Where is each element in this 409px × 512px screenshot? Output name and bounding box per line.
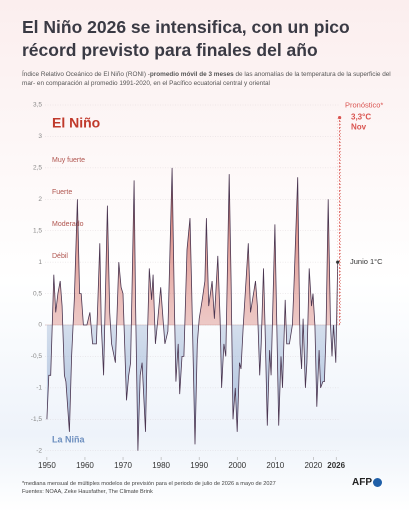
- x-tick-label: 1980: [152, 461, 170, 470]
- forecast-band: [337, 117, 342, 325]
- x-tick-label: 2000: [228, 461, 246, 470]
- el-nino-label: El Niño: [52, 115, 100, 131]
- area-negative: [46, 325, 338, 451]
- subtitle-part: promedio móvil de 3 meses: [149, 71, 234, 78]
- x-tick-label: 1970: [114, 461, 132, 470]
- forecast-name: Pronóstico*: [345, 101, 383, 110]
- y-tick-label: -1: [36, 385, 42, 392]
- chart: -2 -1,5 -1 -0,5 0 0,5 1 1,5 2 2,5 3 3,5 1950 1960 1970…: [31, 101, 384, 471]
- forecast-june-label: Junio 1°C: [350, 257, 383, 266]
- strength-label: Fuerte: [52, 189, 72, 196]
- sources: Fuentes: NOAA, Zeke Hausfather, The Clim…: [22, 489, 153, 495]
- footnote: *mediana mensual de múltiples modelos de…: [22, 481, 276, 487]
- logo: AFP: [352, 477, 382, 488]
- y-tick-label: 3,5: [33, 102, 42, 109]
- subtitle: Índice Relativo Oceánico de El Niño (RON…: [22, 70, 394, 88]
- forecast-point: [338, 115, 342, 120]
- chart-title: El Niño 2026 se intensifica, con un pico…: [22, 17, 350, 60]
- logo-text: AFP: [352, 477, 372, 488]
- strength-label: Muy fuerte: [52, 157, 85, 164]
- y-tick-label: 2,5: [33, 165, 42, 172]
- line: [46, 167, 339, 451]
- y-tick-label: 1: [38, 259, 42, 266]
- area-positive: [46, 167, 338, 325]
- y-tick-label: 1,5: [33, 227, 42, 234]
- y-tick-label: 3: [38, 133, 42, 140]
- forecast-peak-label: 3,3°C: [351, 113, 371, 122]
- x-tick-label: 1990: [190, 461, 208, 470]
- y-tick-label: 0: [38, 322, 42, 329]
- subtitle-part: Índice Relativo Oceánico de El Niño (RON…: [22, 71, 150, 78]
- forecast-point: [336, 260, 340, 264]
- x-tick-label: 2026: [327, 461, 345, 470]
- x-tick-label: 2020: [304, 461, 322, 470]
- strength-label: Débil: [52, 253, 68, 260]
- forecast-month-label: Nov: [351, 123, 367, 132]
- y-tick-label: -0,5: [31, 353, 43, 360]
- y-tick-label: -2: [36, 447, 42, 454]
- y-tick-label: -1,5: [31, 416, 43, 423]
- y-tick-label: 0,5: [33, 290, 42, 297]
- subtitle-part: de las anomalías de la temperatura de la…: [22, 71, 391, 87]
- y-tick-label: 2: [38, 196, 42, 203]
- la-nina-label: La Niña: [52, 434, 86, 444]
- strength-label: Moderado: [52, 221, 84, 228]
- x-tick-label: 2010: [266, 461, 284, 470]
- logo-dot: [373, 478, 382, 487]
- x-tick-label: 1960: [76, 461, 94, 470]
- x-tick-label: 1950: [38, 461, 56, 470]
